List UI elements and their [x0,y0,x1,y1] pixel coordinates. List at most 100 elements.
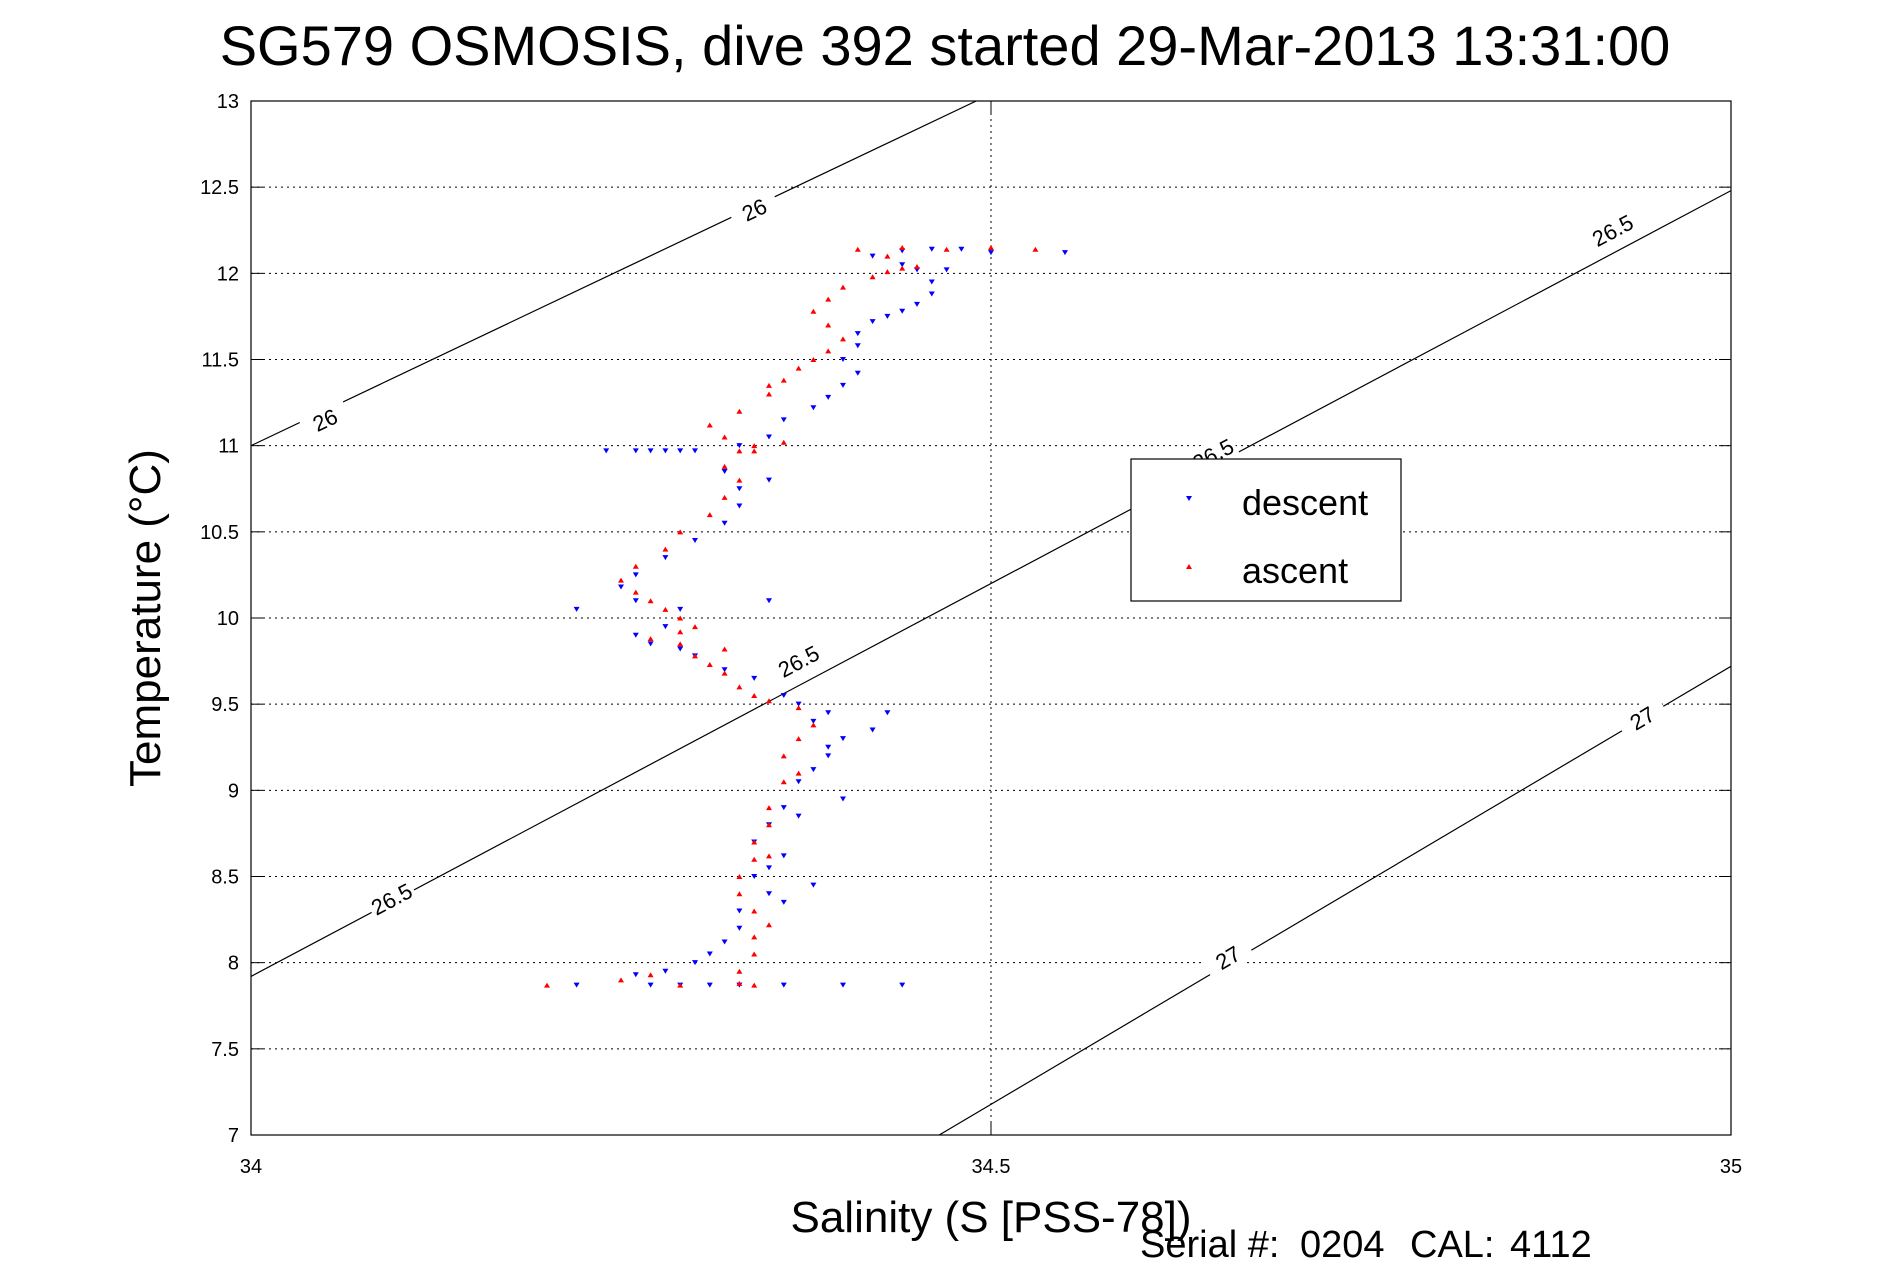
contour-line-26-5 [251,190,1731,977]
data-point-descent [603,448,610,454]
data-point-ascent [766,698,772,704]
data-point-descent [662,624,669,630]
data-point-ascent [677,529,684,535]
data-point-descent [647,448,654,454]
data-point-descent [780,899,787,905]
data-point-descent [780,853,787,859]
serial-value: 0204 [1300,1224,1385,1262]
density-contours [251,101,1731,1135]
data-point-ascent [647,972,654,978]
data-point-ascent [677,982,684,988]
legend-label-ascent: ascent [1242,550,1348,591]
data-point-descent [810,718,817,724]
contour-label-bg [364,876,419,922]
data-point-descent [780,805,787,811]
data-point-ascent [1032,246,1039,252]
data-point-descent [840,382,846,388]
data-point-descent [721,520,728,526]
data-point-descent [766,434,772,440]
contour-label-bg [726,187,782,232]
data-point-ascent [677,641,684,647]
data-point-ascent [766,805,772,811]
data-point-descent [736,486,743,492]
data-point-descent [869,727,876,733]
data-point-descent [721,667,728,673]
data-point-descent [899,262,906,268]
data-point-descent [751,874,758,879]
data-point-ascent [677,615,684,621]
data-point-descent [958,246,965,252]
data-point-ascent [618,577,624,583]
y-tick-label: 12.5 [200,177,239,199]
data-point-ascent [736,874,743,879]
data-point-ascent [810,722,817,728]
legend-marker-ascent [1186,564,1192,569]
data-point-ascent [795,736,802,742]
data-point-ascent [751,982,758,988]
y-tick-label: 7 [228,1125,239,1147]
data-point-ascent [751,693,758,699]
footer: Serial #: 0204 CAL: 4112 [1140,1224,1592,1262]
data-point-descent [766,891,772,897]
data-point-descent [988,250,994,256]
contour-label-bg [771,638,826,684]
data-point-descent [736,908,743,914]
data-point-descent [692,448,698,454]
data-point-descent [899,982,906,988]
data-point-ascent [706,422,713,428]
data-point-ascent [943,246,950,252]
data-point-ascent [780,779,787,785]
data-point-ascent [780,753,787,759]
y-tick-label: 13 [217,91,239,113]
serial-label: Serial #: [1140,1224,1279,1262]
contour-label-bg [1200,934,1256,981]
data-point-descent [677,448,684,454]
data-point-ascent [854,246,861,252]
x-tick-label: 35 [1720,1156,1742,1178]
data-point-descent [618,584,624,590]
x-axis-label: Salinity (S [PSS-78]) [790,1193,1191,1242]
data-point-ascent [825,348,832,354]
data-point-descent [854,331,861,337]
data-point-descent [766,598,772,604]
data-point-descent [795,813,802,819]
data-point-descent [721,939,728,945]
data-point-descent [810,767,817,773]
data-point-ascent [692,653,698,659]
contour-label-bg [1614,694,1670,742]
data-point-descent [632,972,639,978]
data-point-ascent [766,922,772,928]
y-tick-label: 12 [217,263,239,285]
data-point-descent [810,405,817,411]
y-axis-label: Temperature (°C) [121,449,170,787]
data-point-descent [914,301,920,307]
legend-box [1130,458,1402,602]
data-point-ascent [810,308,817,314]
grid-lines [251,101,1731,1135]
data-point-ascent [884,269,891,275]
data-point-descent [632,632,639,638]
data-point-descent [840,357,846,362]
data-point-ascent [899,244,906,250]
data-point-ascent [766,391,772,397]
legend-label-descent: descent [1242,482,1368,523]
y-tick-label: 9 [228,780,239,802]
data-point-descent [721,469,728,475]
data-point-ascent [736,477,743,483]
data-point-ascent [736,891,743,897]
data-point-descent [632,448,639,454]
data-point-ascent [721,646,728,652]
y-tick-label: 8 [228,953,239,975]
data-point-descent [840,982,846,988]
data-point-descent [706,951,713,957]
data-point-ascent [706,512,713,518]
data-point-ascent [914,263,920,269]
data-point-descent [736,925,743,931]
data-point-ascent [884,253,891,259]
data-point-descent [825,744,832,750]
y-tick-label: 11.5 [202,350,239,372]
data-point-ascent [544,982,550,988]
data-point-ascent [736,408,743,414]
